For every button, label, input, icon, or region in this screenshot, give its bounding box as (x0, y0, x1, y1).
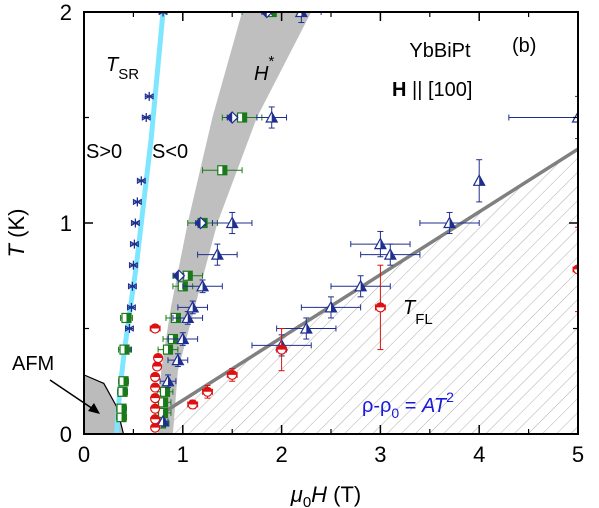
y-axis-label: T (K) (4, 209, 29, 258)
x-tick-label: 3 (374, 442, 386, 467)
data-point-circle-half (572, 226, 578, 313)
data-point-star (132, 197, 142, 207)
data-point-circle-half (276, 328, 288, 372)
y-tick-label: 2 (60, 0, 72, 25)
data-point-square-half (157, 344, 179, 355)
data-point-triangle (330, 275, 391, 298)
x-tick-label: 1 (177, 442, 189, 467)
data-point-circle-half (152, 361, 163, 372)
data-point-triangle (167, 353, 189, 367)
x-axis-label-sub: 0 (303, 494, 311, 508)
rho-formula: ρ-ρ0 = AT2 (362, 389, 454, 421)
data-point-star (126, 302, 136, 312)
data-point-star (130, 218, 140, 228)
y-tick-label: 1 (60, 211, 72, 236)
data-point-circle-half (150, 403, 161, 414)
data-point-star (141, 113, 151, 122)
fermi-liquid-region (163, 149, 578, 434)
data-point-circle-half (226, 368, 238, 382)
s-negative-label: S<0 (152, 141, 188, 163)
data-point-circle-half (202, 384, 213, 399)
data-point-square-half (116, 412, 127, 423)
data-point-star (129, 239, 139, 249)
data-point-star (128, 260, 138, 270)
tsr-label: TSR (106, 54, 139, 83)
data-point-circle-half (150, 422, 161, 433)
data-point-triangle (211, 211, 253, 235)
data-point-circle-half (374, 264, 386, 351)
x-axis-label: μ0H (T) (290, 482, 362, 508)
x-axis-label-mu: μ (290, 482, 303, 507)
data-point-triangle (360, 243, 421, 266)
data-point-triangle (419, 211, 480, 235)
tsr-line (114, 12, 166, 434)
s-positive-label: S>0 (86, 141, 122, 163)
afm-label: AFM (12, 353, 54, 375)
data-point-circle-half (187, 399, 199, 410)
x-tick-label: 5 (572, 442, 584, 467)
x-tick-label: 4 (473, 442, 485, 467)
hstar-label: H* (254, 53, 274, 85)
data-point-triangle (508, 95, 578, 140)
data-point-star (127, 281, 137, 291)
compound-label: YbBiPt (409, 40, 471, 62)
data-point-triangle (300, 296, 362, 319)
data-point-triangle (281, 12, 322, 24)
data-point-square-half (120, 312, 133, 324)
data-point-circle-half (150, 393, 161, 404)
data-point-star (158, 12, 168, 17)
data-point-circle-half (150, 371, 161, 383)
field-direction-label: H || [100] (392, 79, 472, 101)
data-point-star (136, 176, 146, 186)
data-point-triangle (177, 300, 208, 315)
data-point-triangle (156, 414, 170, 427)
data-point-star (144, 91, 154, 101)
data-point-diamond-half (225, 111, 239, 124)
data-point-diamond-half (194, 216, 207, 230)
data-point-circle-half (153, 352, 164, 364)
data-point-triangle (197, 243, 238, 266)
data-point-triangle (276, 317, 337, 340)
data-point-triangle (167, 332, 199, 346)
data-point-square-half (117, 386, 128, 397)
data-point-triangle (182, 279, 223, 294)
data-point-triangle (350, 230, 411, 258)
data-point-star (124, 324, 134, 333)
data-point-triangle (472, 159, 486, 203)
data-point-square-half (118, 376, 129, 387)
data-point-square-half (202, 165, 243, 176)
axis-ticks: 0 1 2 3 4 5 0 1 2 (60, 0, 584, 467)
data-point-square-half (116, 403, 127, 414)
x-tick-label: 0 (78, 442, 90, 467)
data-point-diamond-half (172, 269, 186, 283)
afm-arrow (49, 379, 100, 414)
data-points (116, 12, 578, 433)
y-tick-label: 0 (60, 422, 72, 447)
data-point-circle-half (150, 382, 161, 393)
data-point-diamond-half (260, 12, 274, 19)
panel-label: (b) (512, 35, 536, 57)
x-tick-label: 2 (275, 442, 287, 467)
data-point-triangle (159, 374, 177, 389)
data-point-triangle (256, 106, 288, 129)
data-point-square-half (118, 344, 131, 355)
data-point-circle-half (149, 323, 161, 334)
data-point-circle-half (150, 414, 161, 425)
tfl-label: TFL (403, 297, 433, 328)
data-point-square-half (154, 397, 172, 408)
